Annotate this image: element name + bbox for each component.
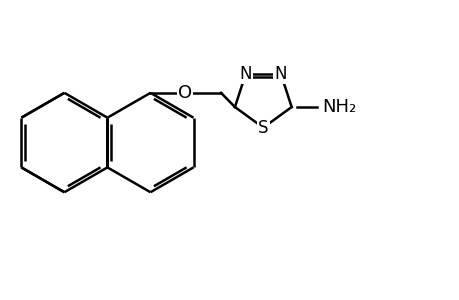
Text: S: S (257, 118, 268, 136)
Text: N: N (239, 65, 252, 83)
Text: O: O (178, 84, 192, 102)
Text: NH₂: NH₂ (322, 98, 356, 116)
Text: N: N (274, 65, 286, 83)
